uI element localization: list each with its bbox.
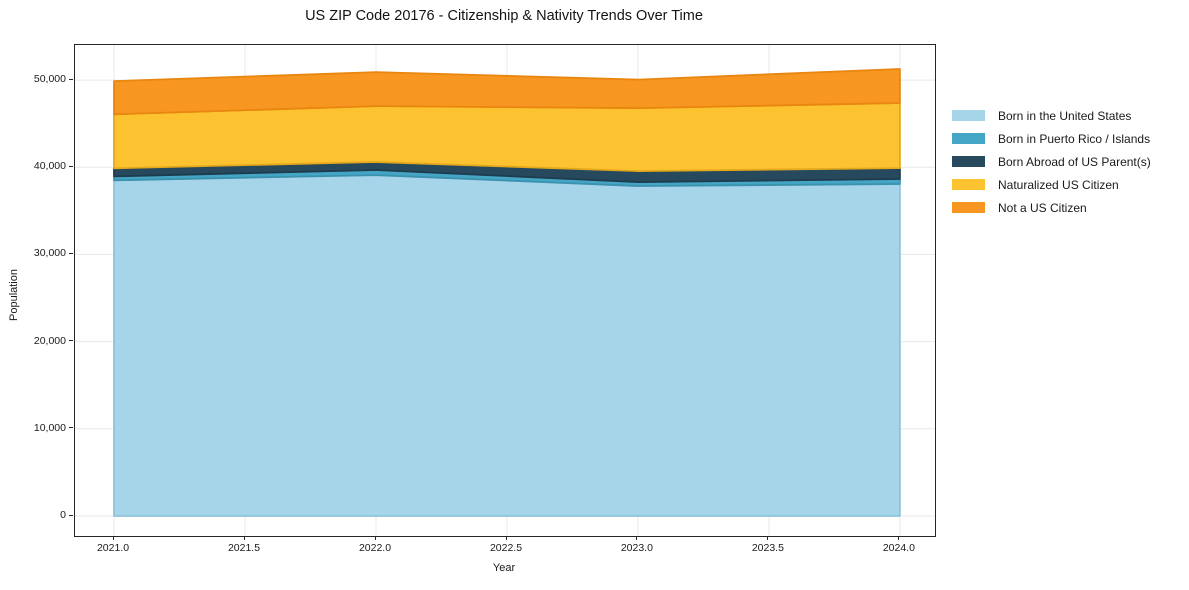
x-tick-label: 2022.0 bbox=[358, 542, 392, 554]
x-tick-mark bbox=[898, 536, 900, 540]
x-tick-mark bbox=[767, 536, 769, 540]
legend-swatch-icon bbox=[952, 156, 985, 167]
x-tick-mark bbox=[374, 536, 376, 540]
x-tick-label: 2023.5 bbox=[751, 542, 784, 554]
x-tick-mark bbox=[112, 536, 114, 540]
x-tick-label: 2021.0 bbox=[96, 542, 130, 554]
y-tick-mark bbox=[69, 78, 73, 80]
x-tick-label: 2022.5 bbox=[489, 542, 523, 554]
chart-title: US ZIP Code 20176 - Citizenship & Nativi… bbox=[305, 8, 703, 24]
x-tick-label: 2024.0 bbox=[882, 542, 915, 554]
legend: Born in the United States Born in Puerto … bbox=[952, 104, 1151, 219]
legend-item-born-in-puerto-rico-islands: Born in Puerto Rico / Islands bbox=[952, 127, 1151, 150]
x-tick-label: 2021.5 bbox=[227, 542, 261, 554]
y-tick-label: 40,000 bbox=[33, 160, 66, 173]
legend-item-naturalized-us-citizen: Naturalized US Citizen bbox=[952, 173, 1151, 196]
area-not-a-us-citizen bbox=[113, 68, 901, 116]
legend-label: Naturalized US Citizen bbox=[998, 177, 1119, 192]
area-naturalized-us-citizen bbox=[113, 102, 901, 172]
y-tick-label: 30,000 bbox=[33, 247, 66, 260]
y-tick-mark bbox=[69, 340, 73, 342]
legend-label: Born Abroad of US Parent(s) bbox=[998, 154, 1151, 169]
legend-item-born-in-the-united-states: Born in the United States bbox=[952, 104, 1151, 127]
legend-label: Born in the United States bbox=[998, 108, 1132, 123]
legend-item-not-a-us-citizen: Not a US Citizen bbox=[952, 196, 1151, 219]
y-tick-label: 0 bbox=[60, 509, 66, 521]
legend-swatch-icon bbox=[952, 110, 985, 121]
legend-label: Born in Puerto Rico / Islands bbox=[998, 131, 1151, 146]
legend-swatch-icon bbox=[952, 179, 985, 190]
y-tick-mark bbox=[69, 514, 73, 516]
x-tick-mark bbox=[505, 536, 507, 540]
legend-swatch-icon bbox=[952, 133, 985, 144]
y-tick-label: 10,000 bbox=[33, 421, 66, 434]
plot-area bbox=[74, 44, 936, 537]
x-axis-label: Year bbox=[492, 562, 516, 574]
legend-item-born-abroad-of-us-parent-s: Born Abroad of US Parent(s) bbox=[952, 150, 1151, 173]
x-tick-mark bbox=[243, 536, 245, 540]
x-tick-label: 2023.0 bbox=[620, 542, 653, 554]
legend-label: Not a US Citizen bbox=[998, 200, 1087, 215]
legend-swatch-icon bbox=[952, 202, 985, 213]
stacked-area-chart bbox=[75, 45, 935, 536]
area-born-in-the-united-states bbox=[113, 174, 901, 517]
y-tick-mark bbox=[69, 427, 73, 429]
y-tick-label: 50,000 bbox=[33, 73, 66, 86]
y-axis-label: Population bbox=[8, 269, 20, 321]
y-tick-label: 20,000 bbox=[33, 334, 66, 347]
x-tick-mark bbox=[636, 536, 638, 540]
y-tick-mark bbox=[69, 252, 73, 254]
y-tick-mark bbox=[69, 165, 73, 167]
